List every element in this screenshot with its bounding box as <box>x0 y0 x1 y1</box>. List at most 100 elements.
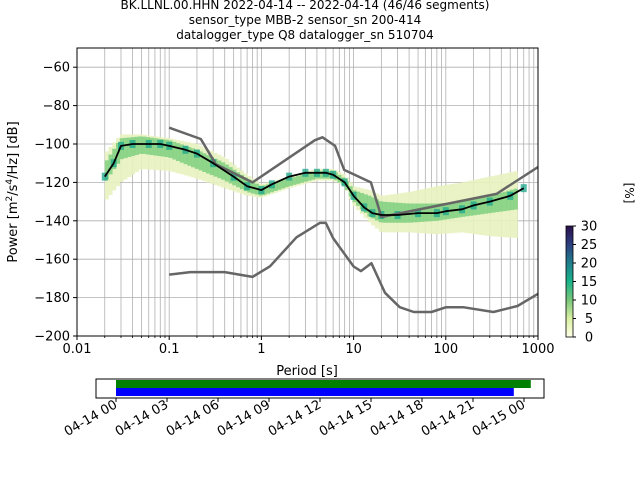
density-cell-mid-107 <box>506 190 511 211</box>
coverage-bar-1 <box>116 388 514 396</box>
density-cell-mid-54 <box>307 172 312 181</box>
high-noise-model-line <box>168 126 538 219</box>
density-cell-mid-105 <box>498 192 503 212</box>
density-cell-mid-1 <box>108 154 113 175</box>
density-cell-mid-108 <box>510 189 515 211</box>
density-cell-mid-18 <box>172 141 177 160</box>
main-axes-frame <box>76 47 539 337</box>
density-cell-mid-2 <box>112 148 117 170</box>
x-tick-label-3: 10 <box>345 342 362 357</box>
colorbar-tick-label-4: 20 <box>581 257 598 272</box>
y-tick-label-3: −140 <box>34 214 70 229</box>
colorbar-label: [%] <box>622 183 636 204</box>
density-cell-mid-22 <box>187 147 192 166</box>
colorbar-tick-label-6: 30 <box>581 220 598 235</box>
density-cell-mid-55 <box>311 171 316 180</box>
colorbar <box>565 225 574 338</box>
y-tick-label-4: −120 <box>34 176 70 191</box>
colorbar-tick-label-2: 10 <box>581 294 598 309</box>
x-tick-label-2: 1 <box>257 342 265 357</box>
chart-title-line-2: sensor_type MBB-2 sensor_sn 200-414 <box>189 13 422 27</box>
density-cell-mid-48 <box>284 179 289 188</box>
density-cell-mid-100 <box>480 197 485 215</box>
coverage-tick-label-5: 04-14 15 <box>317 397 375 439</box>
density-cell-mid-9 <box>138 136 143 154</box>
density-cell-mid-103 <box>491 194 496 213</box>
chart-title-line-3: datalogger_type Q8 datalogger_sn 510704 <box>176 28 434 42</box>
y-axis-label-sup-1: 2 <box>5 196 15 202</box>
y-tick-label-2: −160 <box>34 253 70 268</box>
y-tick-label-7: −60 <box>43 61 70 76</box>
density-cell-mid-29 <box>213 158 218 177</box>
x-axis-label: Period [s] <box>276 364 338 379</box>
coverage-tick-label-2: 04-14 06 <box>164 397 222 439</box>
density-cell-mid-30 <box>217 160 222 179</box>
y-axis-label-part-2: /s <box>6 184 21 195</box>
chart-title-line-1: BK.LLNL.00.HHN 2022-04-14 -- 2022-04-14 … <box>121 0 490 12</box>
y-tick-label-1: −180 <box>34 291 70 306</box>
density-cell-mid-70 <box>367 195 372 217</box>
density-cell-mid-49 <box>288 178 293 186</box>
density-cell-high-32 <box>520 184 527 193</box>
density-cell-mid-53 <box>303 174 308 182</box>
y-tick-label-5: −100 <box>34 138 70 153</box>
colorbar-tick-label-0: 0 <box>585 331 593 346</box>
low-noise-model-line <box>169 221 538 314</box>
density-cell-mid-99 <box>476 198 481 215</box>
coverage-tick-label-4: 04-14 12 <box>266 397 324 439</box>
colorbar-tick-label-3: 15 <box>581 275 598 290</box>
density-cell-mid-12 <box>149 137 154 156</box>
y-axis-label-part-1: Power [m <box>6 201 21 262</box>
density-cell-mid-51 <box>296 176 301 184</box>
density-cell-mid-19 <box>176 143 181 162</box>
main-grid <box>77 48 538 337</box>
y-axis-label-part-3: /Hz] [dB] <box>6 121 21 179</box>
density-cell-mid-67 <box>356 191 361 206</box>
density-cell-mid-21 <box>183 145 188 165</box>
median-psd-line <box>104 143 525 216</box>
density-cell-mid-75 <box>386 202 391 223</box>
density-cell-mid-50 <box>292 177 297 185</box>
density-cell-mid-72 <box>374 199 379 221</box>
density-cell-mid-109 <box>513 188 518 210</box>
density-cell-mid-24 <box>194 149 199 169</box>
density-cell-high-0 <box>101 172 108 181</box>
y-tick-label-0: −200 <box>34 330 70 345</box>
colorbar-ticks: 0 5 10 15 20 25 30 <box>573 220 597 346</box>
density-cell-mid-46 <box>277 181 282 190</box>
colorbar-tick-label-5: 25 <box>581 238 598 253</box>
y-axis-label: Power [m2/s4/Hz] [dB] <box>5 121 21 262</box>
coverage-tick-label-8: 04-15 00 <box>470 397 528 439</box>
density-cell-mid-5 <box>123 137 128 159</box>
x-tick-label-4: 100 <box>433 342 458 357</box>
coverage-tick-label-3: 04-14 09 <box>215 397 273 439</box>
density-cell-mid-25 <box>198 151 203 171</box>
density-cell-mid-57 <box>318 170 323 179</box>
coverage-tick-label-7: 04-14 21 <box>419 397 477 439</box>
density-cell-mid-6 <box>127 137 132 158</box>
density-cell-mid-23 <box>191 148 196 168</box>
density-cell-mid-104 <box>495 193 500 213</box>
x-tick-label-0: 0.01 <box>63 342 92 357</box>
density-cell-mid-31 <box>221 162 226 180</box>
density-cell-mid-0 <box>104 160 109 180</box>
x-tick-label-1: 0.1 <box>159 342 180 357</box>
density-cell-mid-106 <box>502 191 507 212</box>
density-cell-mid-8 <box>134 136 139 155</box>
coverage-tick-label-6: 04-14 18 <box>368 397 426 439</box>
density-cell-mid-13 <box>153 138 158 156</box>
density-cell-mid-47 <box>281 180 286 189</box>
density-cell-mid-43 <box>266 184 271 194</box>
x-tick-label-5: 1000 <box>521 342 554 357</box>
density-cell-mid-101 <box>483 196 488 214</box>
colorbar-tick-label-1: 5 <box>585 312 593 327</box>
main-ticks: 0.01 0.1 1 10 100 1000 −200 −180 −160 −140 −120 −10… <box>34 61 554 357</box>
y-axis-label-sup-2: 4 <box>5 179 15 185</box>
y-tick-label-6: −80 <box>43 99 70 114</box>
density-cell-mid-45 <box>273 182 278 191</box>
curves <box>104 126 538 314</box>
coverage-tick-label-1: 04-14 03 <box>113 397 171 439</box>
density-cell-mid-52 <box>299 175 304 183</box>
